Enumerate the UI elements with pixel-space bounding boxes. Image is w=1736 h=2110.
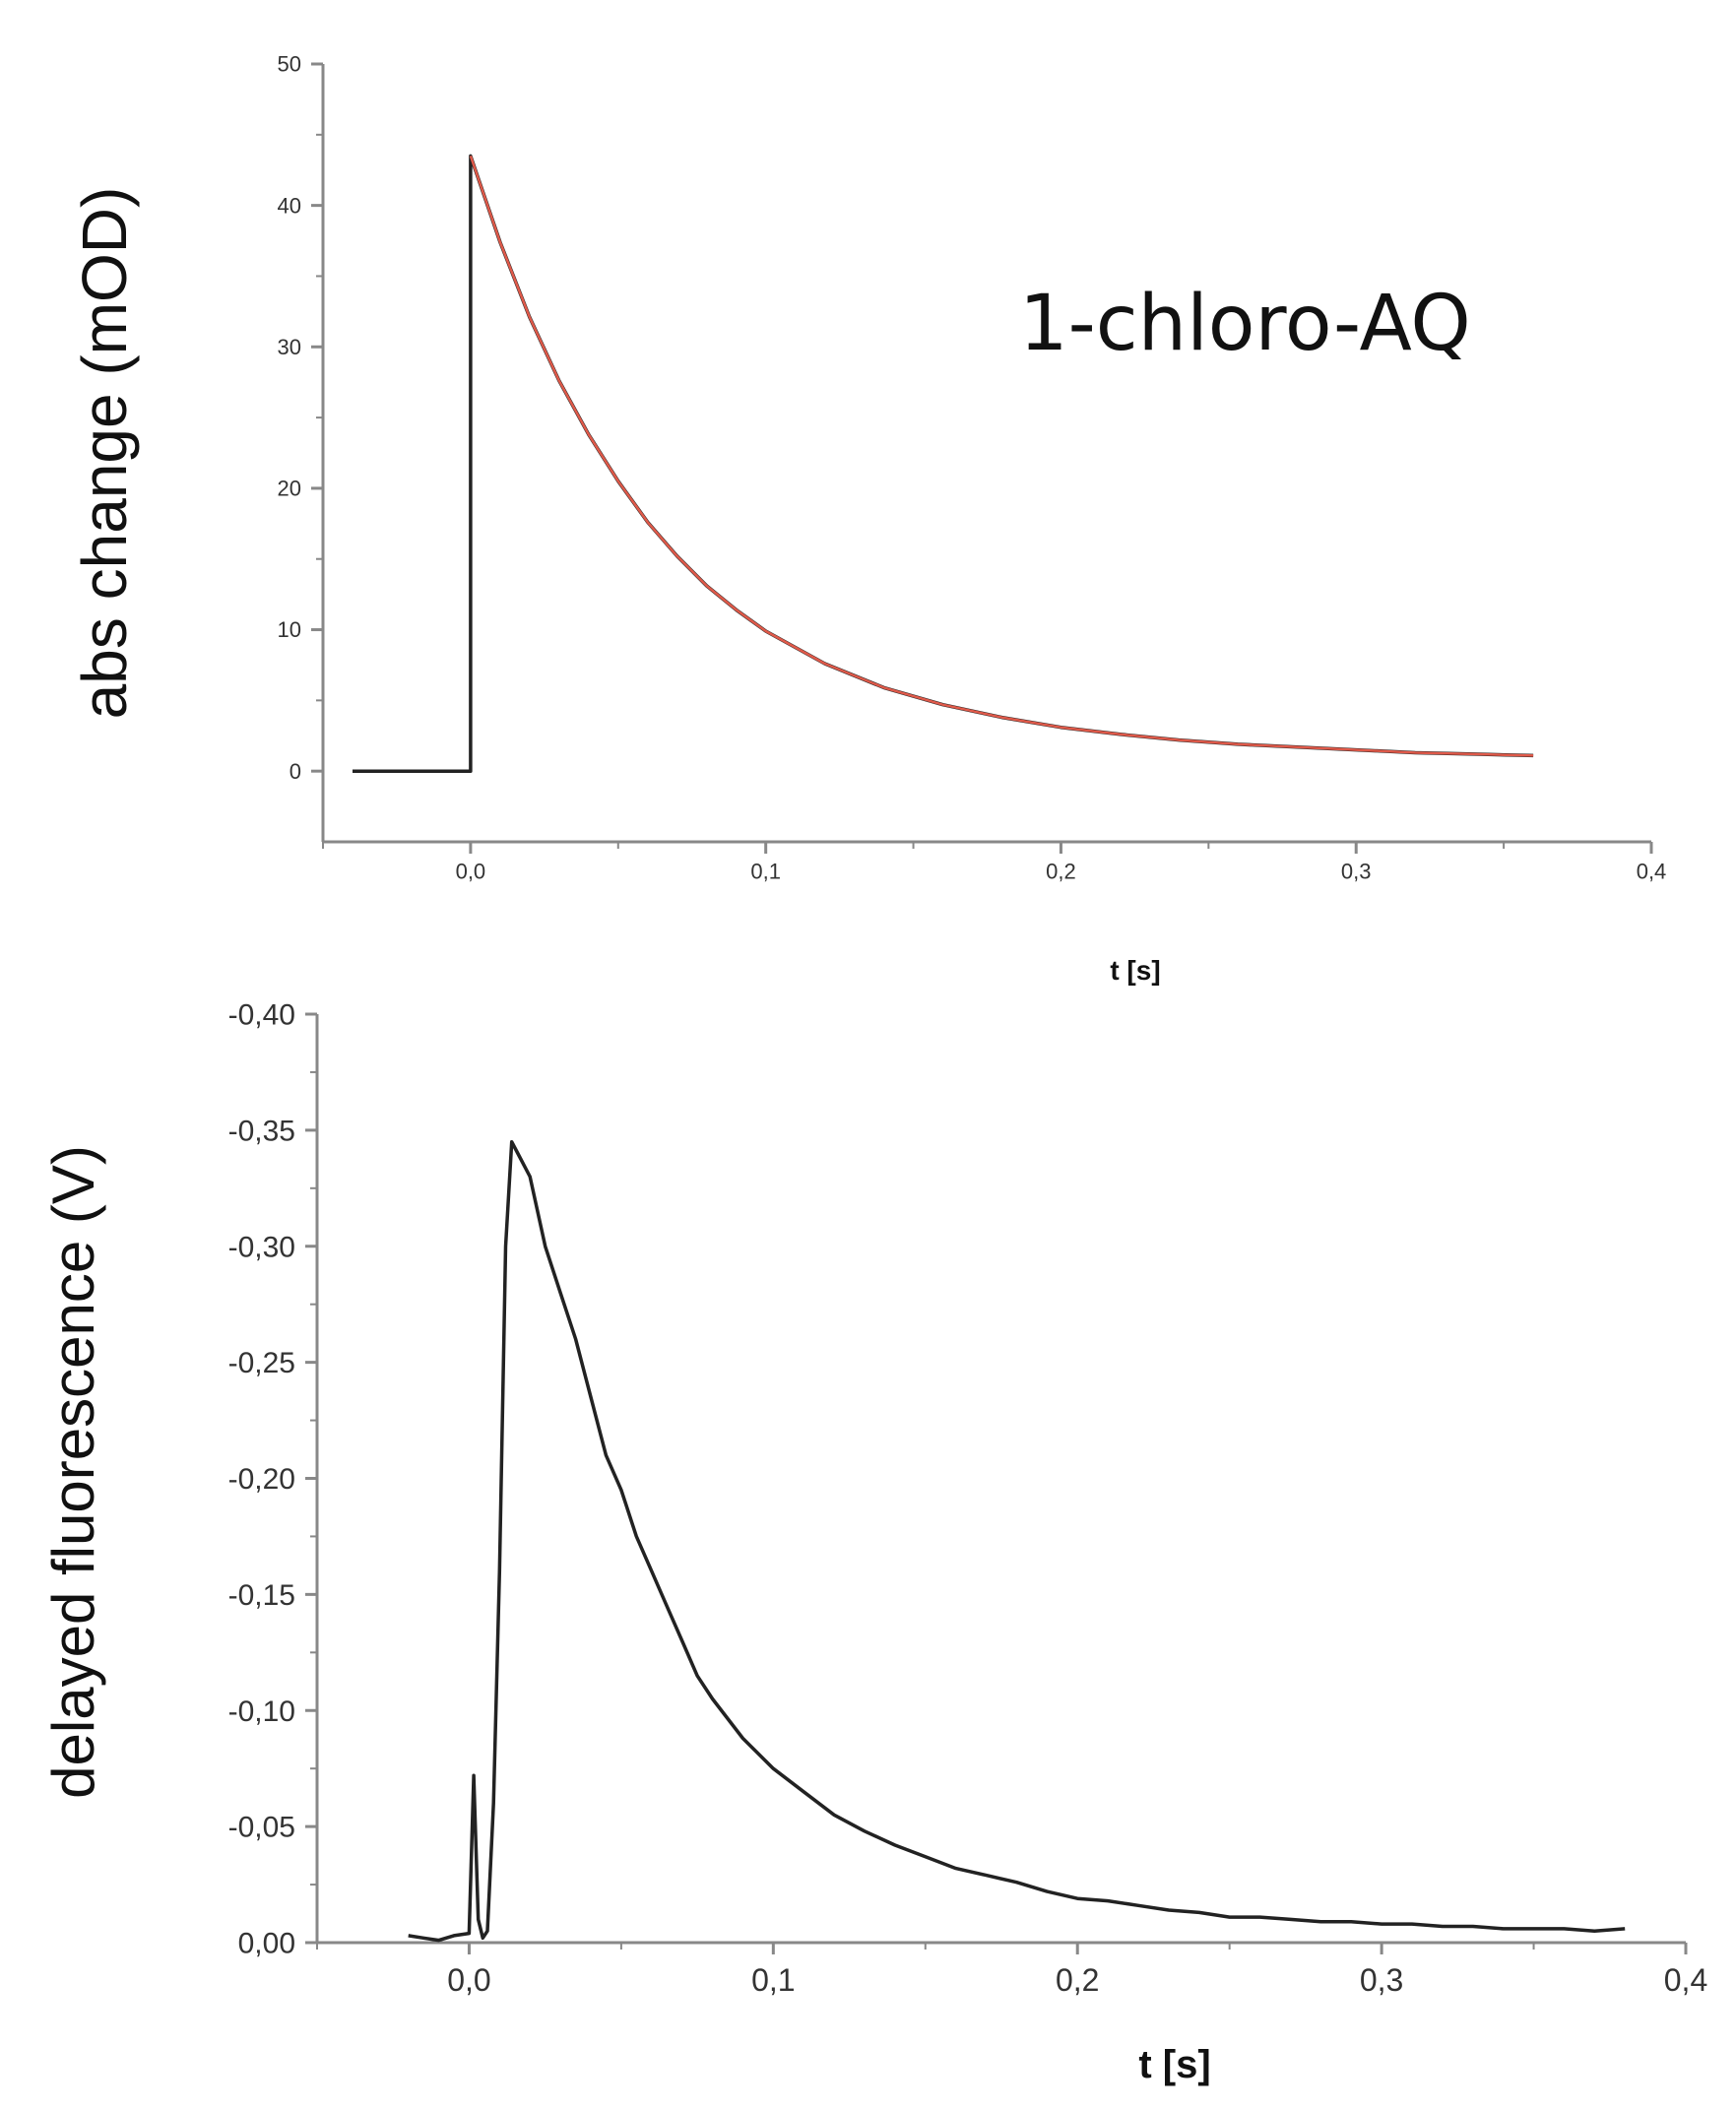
y-tick-label: -0,10 <box>228 1695 295 1728</box>
series-line <box>408 1139 1626 1943</box>
y-tick-label: -0,30 <box>228 1231 295 1263</box>
x-tick-label: 0,3 <box>1360 1962 1403 1998</box>
top-y-axis-title: abs change (mOD) <box>69 187 140 720</box>
compound-annotation: 1-chloro-AQ <box>1019 280 1471 368</box>
top-y-ticks: 0 10 20 30 40 50 <box>278 52 323 784</box>
y-tick-label: 30 <box>278 335 301 359</box>
series-line <box>469 155 1534 757</box>
y-tick-label: 50 <box>278 52 301 77</box>
bottom-y-axis-title: delayed fluorescence (V) <box>40 1145 106 1799</box>
x-tick-label: 0,0 <box>456 859 486 883</box>
bottom-y-ticks: 0,00 -0,05 -0,10 -0,15 -0,20 -0,25 -0,30 -0,35 -… <box>228 999 317 1960</box>
y-tick-label: -0,25 <box>228 1347 295 1379</box>
top-x-ticks: 0,0 0,1 0,2 0,3 0,4 <box>322 842 1667 883</box>
y-tick-label: 10 <box>278 617 301 642</box>
y-tick-label: -0,20 <box>228 1463 295 1496</box>
x-tick-label: 0,0 <box>447 1962 490 1998</box>
top-x-axis-title: t [s] <box>1110 955 1160 986</box>
y-tick-label: 40 <box>278 193 301 218</box>
x-tick-label: 0,3 <box>1341 859 1372 883</box>
y-tick-label: -0,35 <box>228 1115 295 1147</box>
x-tick-label: 0,1 <box>751 1962 795 1998</box>
bottom-chart: 0,00 -0,05 -0,10 -0,15 -0,20 -0,25 -0,30 -0,35 -… <box>40 999 1707 2087</box>
x-tick-label: 0,4 <box>1637 859 1667 883</box>
y-tick-label: -0,40 <box>228 999 295 1032</box>
y-tick-label: -0,05 <box>228 1812 295 1844</box>
top-chart: 0 10 20 30 40 50 0,0 0,1 0,2 0,3 0,4 abs change (… <box>69 52 1666 986</box>
x-tick-label: 0,1 <box>750 859 781 883</box>
y-tick-label: 20 <box>278 477 301 501</box>
bottom-x-ticks: 0,0 0,1 0,2 0,3 0,4 <box>316 1943 1707 1998</box>
x-tick-label: 0,2 <box>1056 1962 1099 1998</box>
x-tick-label: 0,4 <box>1664 1962 1707 1998</box>
bottom-x-axis-title: t [s] <box>1138 2043 1210 2086</box>
y-tick-label: 0,00 <box>238 1928 295 1960</box>
top-series-group <box>353 154 1534 773</box>
bottom-series-group <box>408 1139 1626 1943</box>
y-tick-label: -0,15 <box>228 1579 295 1612</box>
y-tick-label: 0 <box>289 759 301 784</box>
x-tick-label: 0,2 <box>1046 859 1076 883</box>
